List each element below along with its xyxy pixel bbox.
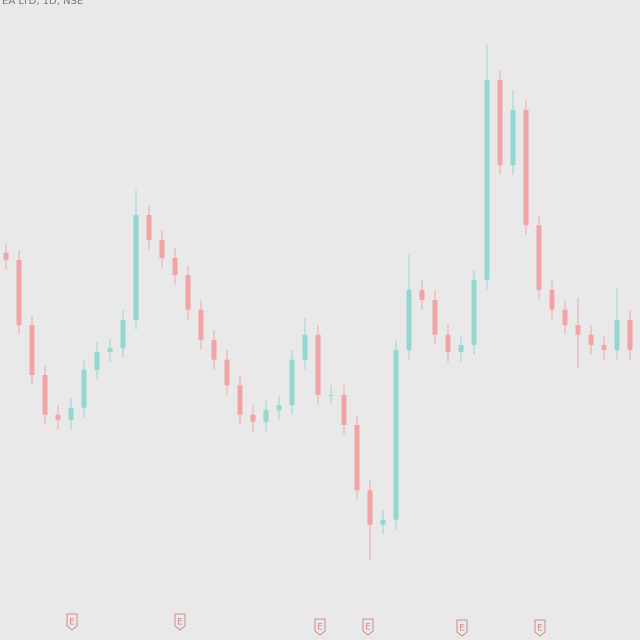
candle-body: [484, 80, 490, 280]
candle-body: [601, 344, 607, 351]
candle-body: [237, 385, 243, 415]
candle-body: [42, 375, 48, 415]
candle-body: [133, 215, 139, 320]
candle-body: [185, 275, 191, 310]
candle-body: [393, 350, 399, 520]
earnings-markers: E E E E E E: [66, 613, 546, 637]
candle-body: [536, 225, 542, 290]
candle-body: [471, 279, 477, 345]
earnings-label: E: [459, 624, 465, 634]
candle-body: [367, 490, 373, 525]
candle-body: [16, 259, 22, 326]
candle-body: [614, 320, 620, 351]
candle-body: [289, 359, 295, 406]
candle-body: [29, 325, 35, 376]
candle-body: [55, 414, 61, 420]
candle-body: [432, 300, 438, 335]
earnings-label: E: [69, 618, 75, 628]
candle-body: [562, 309, 568, 326]
earnings-marker: E: [456, 619, 468, 637]
candle-body: [510, 110, 516, 166]
candle-body: [419, 289, 425, 301]
earnings-label: E: [317, 623, 323, 633]
earnings-marker: E: [66, 613, 78, 631]
candle-body: [588, 334, 594, 345]
candle-body: [575, 325, 581, 335]
candle-body: [523, 110, 529, 226]
candle-body: [3, 252, 9, 260]
candle-body: [549, 289, 555, 310]
candle-body: [406, 289, 412, 351]
candle-body: [120, 320, 126, 349]
candle-body: [107, 348, 113, 352]
candle-body: [328, 394, 334, 396]
earnings-marker: E: [534, 619, 546, 637]
earnings-marker: E: [174, 613, 186, 631]
candle-body: [627, 320, 633, 351]
candle-body: [211, 339, 217, 360]
candle-body: [68, 407, 74, 420]
candle-body: [81, 369, 87, 408]
earnings-label: E: [365, 623, 371, 633]
candle-body: [159, 240, 165, 258]
earnings-marker: E: [362, 618, 374, 636]
earnings-label: E: [537, 624, 543, 634]
earnings-marker: E: [314, 618, 326, 636]
candle-body: [341, 394, 347, 425]
candle-body: [302, 334, 308, 360]
candle-body: [458, 344, 464, 352]
candle-body: [198, 309, 204, 340]
candles: [3, 44, 633, 560]
candle-body: [146, 215, 152, 240]
candle-body: [497, 80, 503, 166]
candle-body: [263, 410, 269, 422]
candle-body: [276, 405, 282, 411]
candle-body: [315, 334, 321, 395]
candle-body: [250, 414, 256, 422]
candle-body: [354, 424, 360, 491]
candle-body: [224, 359, 230, 386]
candle-body: [445, 334, 451, 352]
candle-body: [172, 257, 178, 276]
earnings-label: E: [177, 618, 183, 628]
candle-body: [94, 352, 100, 370]
chart-title: EA LTD, 1D, NSE: [2, 0, 83, 7]
candle-body: [380, 519, 386, 525]
